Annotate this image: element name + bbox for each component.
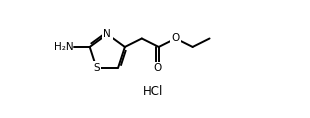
Text: O: O bbox=[171, 34, 180, 43]
Text: N: N bbox=[104, 29, 111, 39]
Text: S: S bbox=[93, 63, 100, 73]
Text: O: O bbox=[153, 63, 162, 73]
Text: HCl: HCl bbox=[143, 85, 164, 98]
Text: H₂N: H₂N bbox=[54, 42, 73, 52]
